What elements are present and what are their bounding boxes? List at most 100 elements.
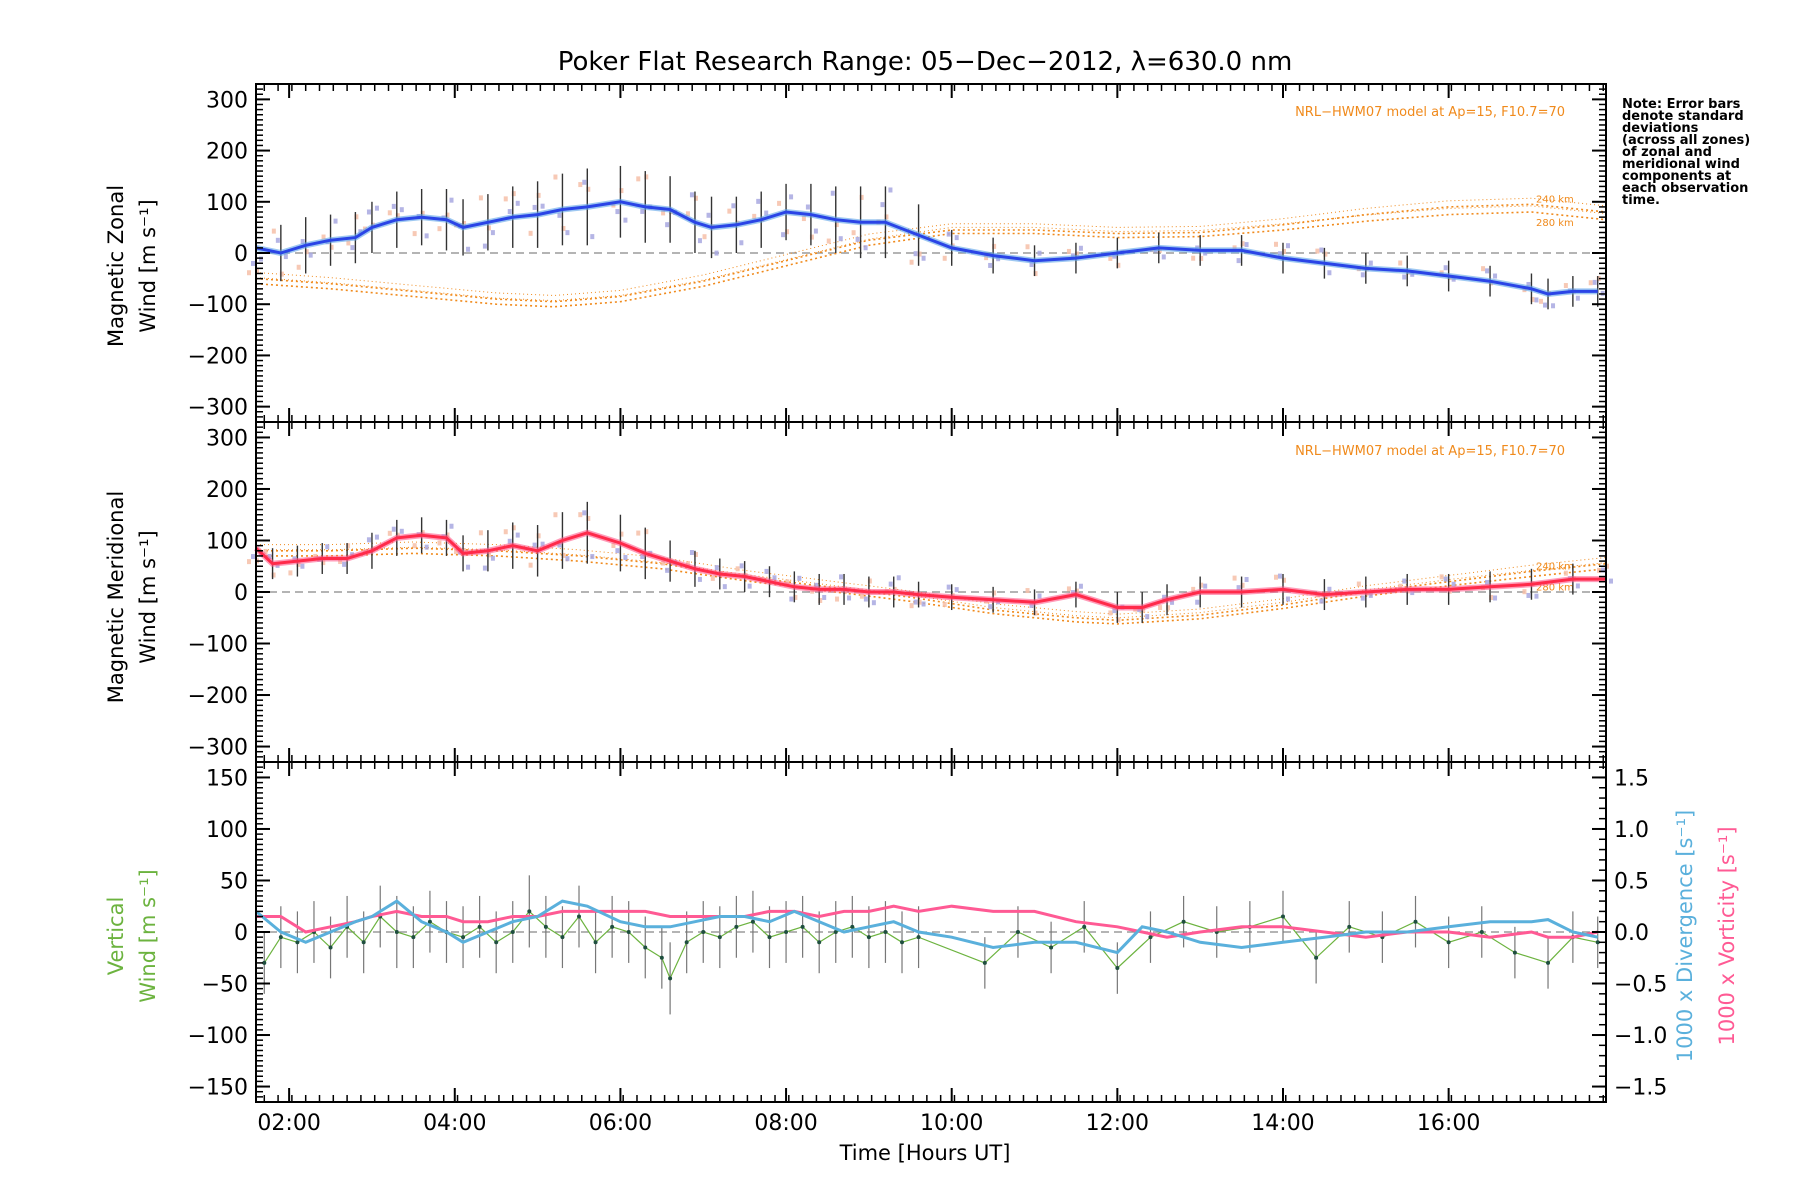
zone-marker [1037,593,1042,599]
zone-marker [304,249,309,255]
y-tick-label: 100 [206,529,248,554]
zone-marker [838,236,843,242]
vertical-wind-point [883,930,888,934]
vertical-wind-point [295,940,300,945]
zone-marker [424,544,429,550]
zone-marker [739,240,744,246]
zonal-wind-line [255,200,1598,296]
vertical-wind-point [1314,955,1319,960]
zone-marker [1327,586,1332,592]
zonal-ylabel-line1: Magnetic Zonal [104,185,128,347]
zone-marker [1443,265,1448,271]
zone-marker [387,530,392,536]
y-tick-label: 200 [206,478,248,503]
zone-marker [420,210,425,216]
zone-marker [1360,272,1365,278]
vertical-wind-point [577,914,582,919]
zone-marker [557,542,562,548]
zone-marker [1162,594,1167,600]
zone-marker [814,582,819,588]
zone-marker [503,196,508,202]
zone-marker [540,203,545,209]
zone-marker [466,564,471,570]
right-tick-label: −0.5 [1614,973,1667,998]
zone-marker [1592,279,1597,285]
zone-marker [1596,276,1601,282]
zone-marker [308,252,313,258]
zone-marker [1319,247,1324,253]
zone-marker [1025,244,1030,250]
zone-marker [247,270,251,276]
zone-marker [615,209,620,215]
zone-marker [954,587,959,593]
zone-marker [482,243,487,249]
vertical-wind-point [750,919,755,924]
right-tick-label: −1.0 [1614,1024,1667,1049]
zone-marker [689,192,694,198]
zone-marker [1066,586,1071,592]
zone-marker [391,526,396,532]
zone-marker [942,601,947,607]
zone-marker [578,512,583,518]
zone-marker [296,264,301,270]
y-tick-label: −150 [188,1076,248,1101]
y-tick-label: 300 [206,426,248,451]
vertical-wind-point [1082,924,1087,929]
zone-marker [689,550,694,556]
zone-marker [354,214,359,220]
zonal-ylabel-line2: Wind [m s⁻¹] [136,199,160,332]
zone-marker [813,228,818,234]
zone-marker [267,553,272,559]
y-tick-label: 0 [234,921,248,946]
zone-marker [511,191,516,197]
zone-marker [731,203,736,209]
zone-marker [988,604,993,610]
zone-marker [275,237,280,243]
note-line: (across all zones) [1622,133,1750,148]
zone-marker [251,260,255,266]
zone-marker [366,537,371,543]
zone-marker [992,243,997,249]
zone-marker [478,195,483,201]
zone-marker [1526,281,1531,287]
zone-marker [325,544,330,550]
note-line: time. [1622,193,1660,208]
zone-marker [1356,581,1361,587]
zone-marker [781,232,786,238]
zone-marker [1439,574,1444,580]
zone-marker [988,262,993,268]
zone-marker [863,245,868,251]
zone-marker [1029,262,1034,268]
vertical-wind-point [833,930,838,934]
zone-marker [1240,582,1245,588]
meridional-panel: NRL−HWM07 model at Ap=15, F10.7=70 Magne… [104,421,1613,763]
zone-marker [247,559,251,565]
model-curve [256,547,1607,622]
zone-marker [693,552,698,558]
zone-marker [921,601,926,607]
zone-marker [350,245,355,251]
zone-marker [1563,283,1568,289]
zone-marker [867,578,872,584]
zone-marker [1493,273,1498,279]
zone-marker [1191,255,1196,261]
vertical-wind-point [734,924,739,929]
zone-marker [1489,595,1494,601]
vertical-wind-point [982,960,987,965]
zone-marker [346,240,351,246]
zonal-plot: 240 km 280 km −300 −200 −100 0 100 200 300 [188,83,1607,423]
divergence-ylabel: 1000 x Divergence [s⁻¹] [1673,810,1697,1062]
zone-marker [1078,245,1083,251]
zone-marker [1170,599,1175,605]
zone-marker [888,187,893,193]
zone-marker [586,186,591,192]
zone-marker [553,174,558,180]
zone-marker [661,560,666,566]
vertical-wind-point [610,924,615,929]
note-line: of zonal and [1622,145,1712,160]
zone-marker [486,225,491,231]
zone-marker [1037,250,1042,256]
vertical-ylabel-line2: Wind [m s⁻¹] [136,869,160,1002]
zone-marker [1199,255,1204,261]
zone-marker [582,510,587,516]
